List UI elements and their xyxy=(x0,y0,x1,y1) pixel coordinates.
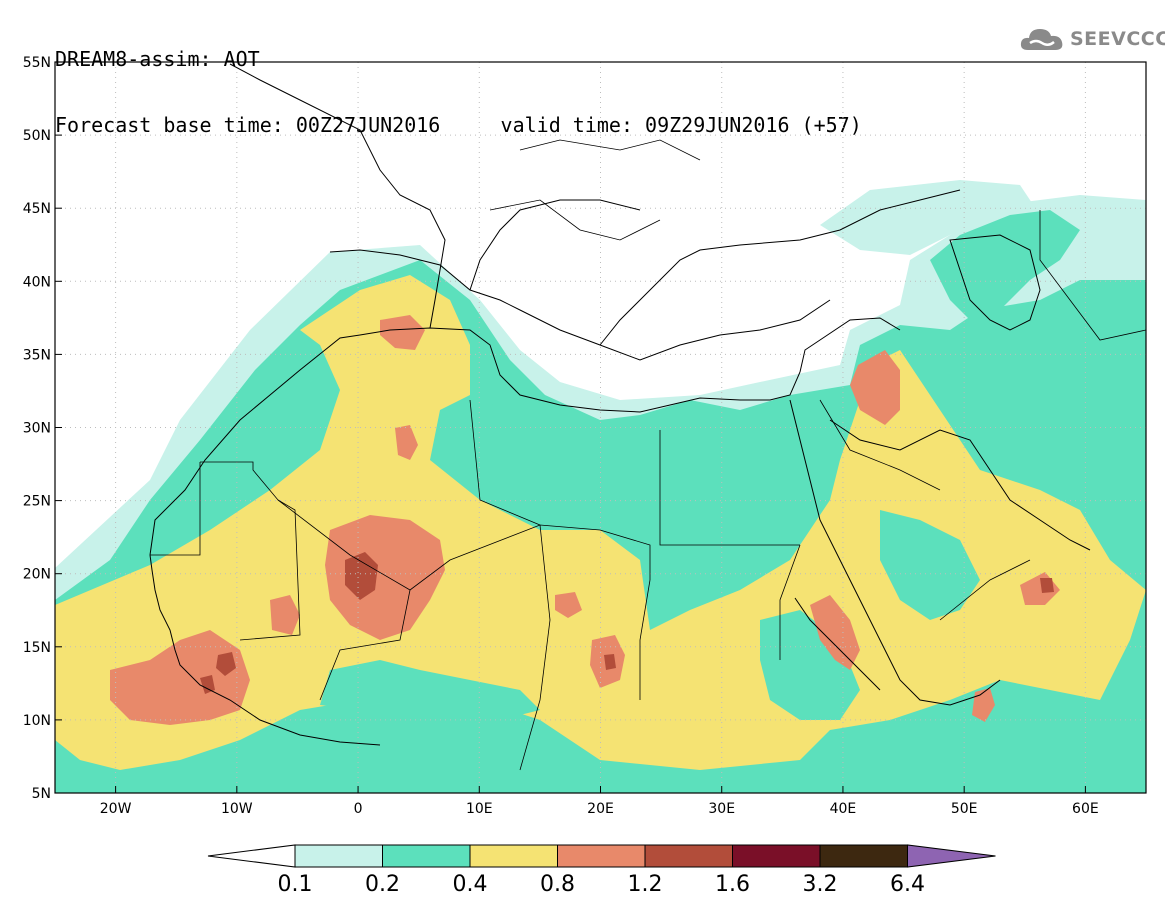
valid-time: valid time: 09Z29JUN2016 (+57) xyxy=(500,113,862,137)
lon-tick-label: 40E xyxy=(830,801,857,817)
colorbar-label: 0.1 xyxy=(278,872,313,897)
colorbar-under-arrow xyxy=(207,844,296,868)
lon-tick-label: 10W xyxy=(221,801,253,817)
latitude-axis: 55N 50N 45N 40N 35N 30N 25N 20N 15N 10N 5N xyxy=(23,55,62,802)
colorbar-label: 0.2 xyxy=(365,872,400,897)
aot-band-0.8-algeria xyxy=(325,515,445,640)
colorbar-label: 3.2 xyxy=(803,872,838,897)
lat-tick-label: 15N xyxy=(23,640,51,656)
colorbar-swatch xyxy=(644,844,733,868)
aot-band-0.8-tunisia xyxy=(395,425,418,460)
aot-hole-sahel xyxy=(320,660,540,720)
lon-tick-label: 50E xyxy=(951,801,978,817)
lat-tick-label: 50N xyxy=(23,128,51,144)
lat-tick-label: 45N xyxy=(23,201,51,217)
aot-band-0.8-west-africa xyxy=(110,630,250,725)
lon-tick-label: 30E xyxy=(708,801,735,817)
colorbar-over-arrow xyxy=(907,844,996,868)
longitude-axis: 20W 10W 0 10E 20E 30E 40E 50E 60E xyxy=(100,786,1099,817)
logo-text: SEEVCCC xyxy=(1070,28,1165,50)
lon-tick-label: 10E xyxy=(466,801,493,817)
country-borders xyxy=(150,139,1146,771)
aot-band-0.8-somalia xyxy=(972,688,995,722)
aot-band-1.2-oman xyxy=(1040,578,1054,593)
lon-tick-label: 60E xyxy=(1072,801,1099,817)
colorbar-label: 1.6 xyxy=(715,872,750,897)
colorbar-swatch xyxy=(294,844,383,868)
graticule xyxy=(55,62,1146,793)
lon-tick-label: 20E xyxy=(587,801,614,817)
colorbar-label: 0.4 xyxy=(453,872,488,897)
coastlines xyxy=(149,63,1091,746)
aot-band-0.8-mali xyxy=(270,595,300,635)
aot-band-1.2-algeria xyxy=(345,552,378,600)
aot-band-1.2-mali-s xyxy=(200,675,215,694)
lat-tick-label: 30N xyxy=(23,421,51,437)
colorbar-swatch xyxy=(382,844,471,868)
aot-band-0.1-east xyxy=(820,180,1040,255)
lon-tick-label: 0 xyxy=(354,801,363,817)
aot-band-0.8-chad xyxy=(555,592,582,618)
colorbar-swatch xyxy=(557,844,646,868)
colorbar-label: 6.4 xyxy=(890,872,925,897)
lat-tick-label: 35N xyxy=(23,347,51,363)
aot-band-1.2-sudan xyxy=(604,654,616,670)
seevccc-logo: SEEVCCC xyxy=(1018,22,1165,56)
colorbar: 0.1 0.2 0.4 0.8 1.2 1.6 3.2 6.4 xyxy=(207,844,996,897)
aot-band-1.2-guinea xyxy=(216,652,236,676)
lon-tick-label: 20W xyxy=(100,801,132,817)
colorbar-label: 1.2 xyxy=(628,872,663,897)
colorbar-swatch xyxy=(819,844,908,868)
aot-field xyxy=(55,180,1146,793)
map-header: DREAM8-assim: AOT Forecast base time: 00… xyxy=(55,4,862,158)
lat-tick-label: 10N xyxy=(23,713,51,729)
forecast-base-time: Forecast base time: 00Z27JUN2016 xyxy=(55,113,441,137)
cloud-icon xyxy=(1020,29,1063,50)
lat-tick-label: 40N xyxy=(23,274,51,290)
aot-band-0.8-redsea xyxy=(810,595,860,670)
colorbar-label: 0.8 xyxy=(540,872,575,897)
lat-tick-label: 25N xyxy=(23,494,51,510)
lat-tick-label: 20N xyxy=(23,567,51,583)
aot-hole-arabia xyxy=(880,510,980,620)
lat-tick-label: 55N xyxy=(23,55,51,71)
colorbar-swatch xyxy=(469,844,558,868)
map-title: DREAM8-assim: AOT xyxy=(55,47,260,71)
aot-band-0.8-atlas xyxy=(380,315,425,350)
aot-band-0.8-iraq xyxy=(850,350,900,425)
aot-hole-sahara xyxy=(470,400,790,560)
lat-tick-label: 5N xyxy=(32,786,51,802)
colorbar-swatch xyxy=(732,844,821,868)
